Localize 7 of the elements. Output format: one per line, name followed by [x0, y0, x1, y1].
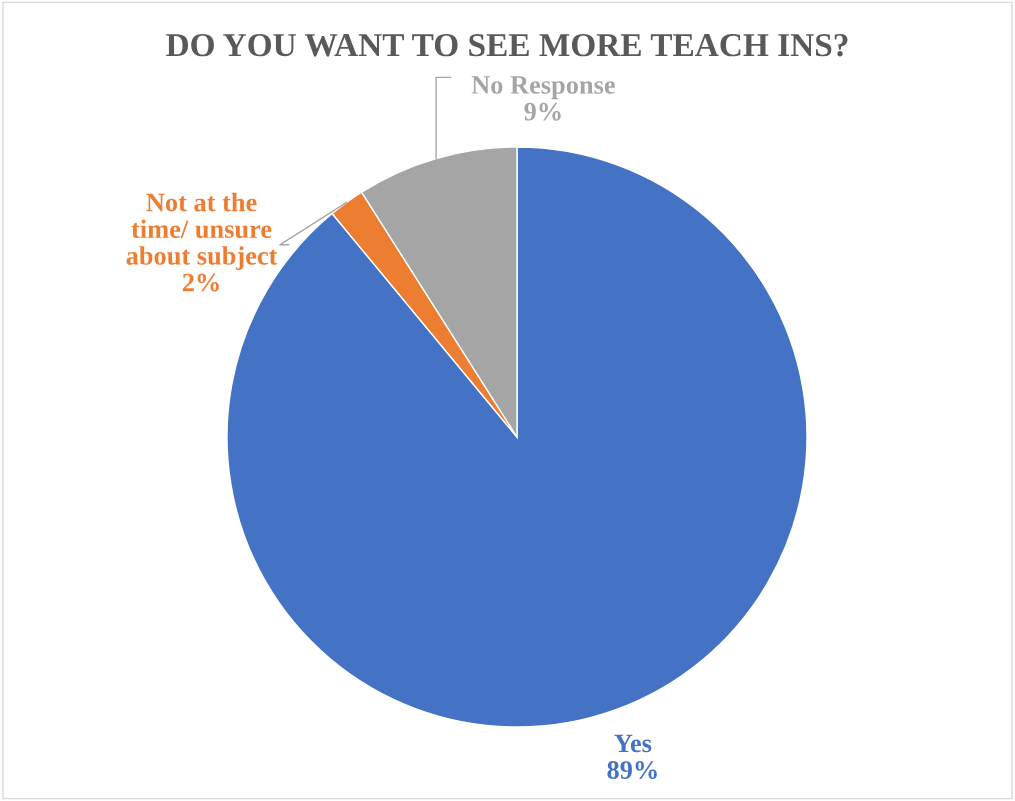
- slice-label: Yes: [614, 734, 652, 753]
- data-label: 89%: [607, 761, 657, 779]
- data-label: 2%: [182, 273, 219, 292]
- data-label: 9%: [524, 102, 561, 121]
- slice-label: Not at the time/ unsure about subject: [126, 192, 278, 271]
- slice-label: No Response: [471, 76, 615, 100]
- chart-title: DO YOU WANT TO SEE MORE TEACH INS?: [166, 33, 848, 57]
